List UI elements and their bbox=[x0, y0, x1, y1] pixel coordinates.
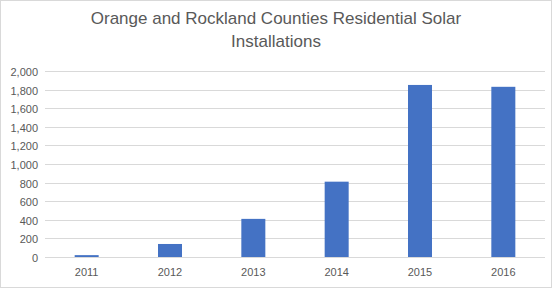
chart-border bbox=[1, 1, 552, 288]
grid-line bbox=[45, 220, 545, 221]
y-tick-label: 600 bbox=[20, 196, 38, 208]
y-tick-label: 200 bbox=[20, 233, 38, 245]
y-tick-label: 1,400 bbox=[10, 122, 38, 134]
chart: Orange and Rockland Counties Residential… bbox=[0, 0, 552, 288]
bar bbox=[491, 87, 515, 257]
grid-line bbox=[45, 71, 545, 72]
grid-line bbox=[45, 90, 545, 91]
grid-line bbox=[45, 257, 545, 258]
grid-line bbox=[45, 164, 545, 165]
title: Orange and Rockland Counties Residential… bbox=[91, 9, 462, 51]
y-tick-label: 2,000 bbox=[10, 66, 38, 78]
x-tick-label: 2016 bbox=[491, 266, 515, 278]
bars bbox=[75, 85, 516, 257]
x-tick-label: 2015 bbox=[408, 266, 432, 278]
y-tick-label: 400 bbox=[20, 215, 38, 227]
y-tick-label: 800 bbox=[20, 178, 38, 190]
y-tick-label: 1,800 bbox=[10, 85, 38, 97]
title-line: Orange and Rockland Counties Residential… bbox=[91, 9, 462, 28]
grid-line bbox=[45, 201, 545, 202]
x-tick-label: 2012 bbox=[158, 266, 182, 278]
bar bbox=[408, 85, 432, 257]
grid-line bbox=[45, 183, 545, 184]
y-tick-label: 1,600 bbox=[10, 103, 38, 115]
grid-line bbox=[45, 238, 545, 239]
bar bbox=[158, 244, 182, 257]
x-tick-label: 2014 bbox=[324, 266, 348, 278]
y-tick-label: 0 bbox=[32, 252, 38, 264]
bar bbox=[75, 255, 99, 257]
x-tick-label: 2013 bbox=[241, 266, 265, 278]
y-tick-label: 1,200 bbox=[10, 140, 38, 152]
y-tick-label: 1,000 bbox=[10, 159, 38, 171]
title-line: Installations bbox=[231, 32, 321, 51]
grid-line bbox=[45, 127, 545, 128]
bar bbox=[325, 182, 349, 257]
bar bbox=[241, 219, 265, 257]
grid-line bbox=[45, 108, 545, 109]
grid-line bbox=[45, 145, 545, 146]
x-tick-label: 2011 bbox=[75, 266, 99, 278]
